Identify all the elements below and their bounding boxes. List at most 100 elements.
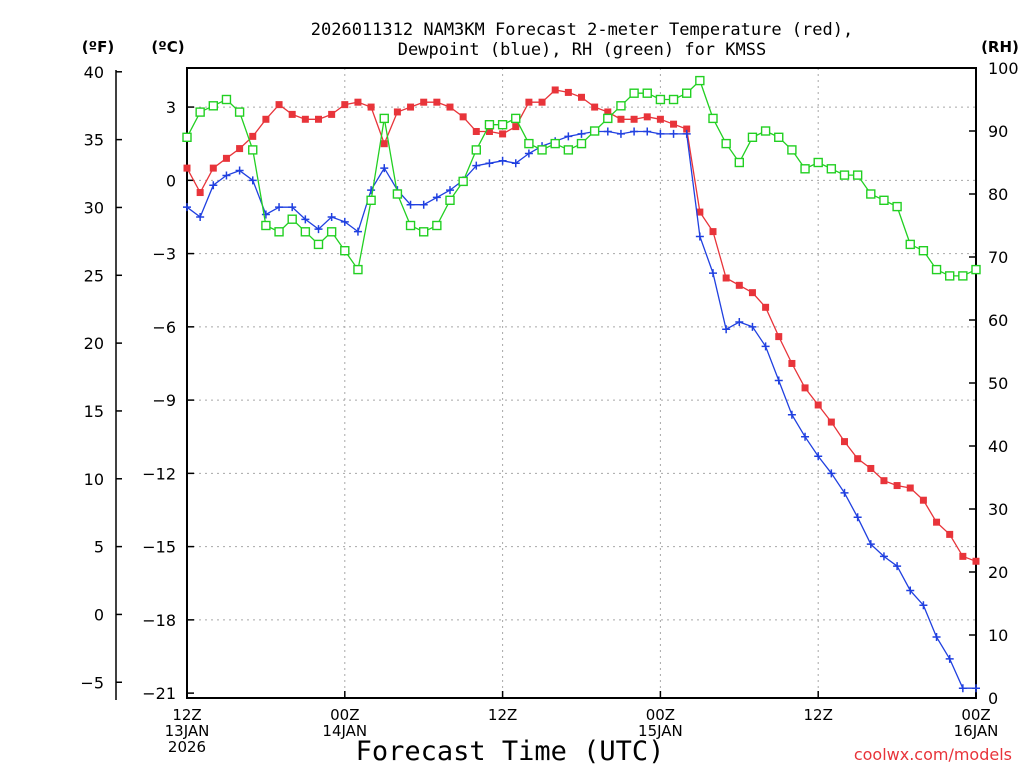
plot-frame <box>186 67 977 699</box>
data-point <box>195 107 205 117</box>
data-point <box>826 164 837 174</box>
data-point <box>301 115 309 123</box>
data-point <box>722 274 730 282</box>
time-tick-label: 12Z <box>804 706 833 724</box>
data-point <box>762 303 770 311</box>
series-temperature <box>183 86 980 565</box>
data-point <box>668 94 679 105</box>
data-point <box>578 93 585 101</box>
data-point <box>591 103 599 111</box>
data-point <box>722 325 731 334</box>
data-point <box>616 101 626 111</box>
data-point <box>407 103 415 111</box>
fahrenheit-tick-label: 0 <box>94 605 104 624</box>
data-point <box>446 103 454 111</box>
celsius-tick-label: −15 <box>142 538 176 557</box>
axes <box>115 67 977 700</box>
data-point <box>616 129 625 138</box>
rh-tick-label: 0 <box>988 689 998 708</box>
rh-tick-label: 90 <box>988 122 1008 141</box>
data-point <box>945 654 954 663</box>
data-point <box>432 193 441 202</box>
data-point <box>682 88 692 98</box>
data-point <box>972 557 980 565</box>
series-relative-humidity <box>182 75 981 281</box>
data-point <box>340 217 349 226</box>
data-point <box>906 586 915 595</box>
data-point <box>629 88 639 98</box>
data-point <box>563 145 574 155</box>
data-point <box>946 530 954 538</box>
celsius-tick-label: −6 <box>152 318 176 337</box>
rh-tick-label: 70 <box>988 248 1008 267</box>
data-point <box>234 107 245 117</box>
data-point <box>221 94 232 105</box>
data-point <box>603 127 612 136</box>
data-point <box>801 432 810 441</box>
data-point <box>446 186 454 195</box>
data-point <box>275 101 283 109</box>
time-tick-label: 00Z <box>646 706 675 724</box>
celsius-tick-label: −18 <box>142 611 176 630</box>
data-point <box>919 601 928 610</box>
data-point <box>958 271 968 281</box>
data-point <box>419 200 428 209</box>
data-point <box>696 208 704 216</box>
data-point <box>248 145 258 155</box>
data-point <box>314 225 323 234</box>
data-point <box>341 101 349 109</box>
data-point <box>735 281 743 289</box>
data-point <box>208 101 219 111</box>
data-point <box>880 477 888 485</box>
data-point <box>288 110 296 118</box>
data-point <box>458 176 468 187</box>
data-point <box>735 317 744 326</box>
data-point <box>709 269 717 278</box>
data-point <box>933 518 941 526</box>
tick-labels: 4035302520151050−530−3−6−9−12−15−18−2110… <box>80 59 1018 756</box>
data-point <box>326 227 337 237</box>
data-point <box>840 488 849 497</box>
data-point <box>524 149 533 158</box>
data-point <box>340 245 350 256</box>
data-point <box>420 98 428 106</box>
data-point <box>841 438 848 446</box>
data-point <box>445 195 455 206</box>
data-point <box>392 189 403 199</box>
data-point <box>354 98 362 106</box>
data-point <box>313 239 324 250</box>
data-point <box>274 227 284 237</box>
data-point <box>683 125 691 133</box>
data-point <box>196 212 205 221</box>
fahrenheit-unit-label: (ºF) <box>82 38 114 56</box>
data-point <box>524 138 534 149</box>
series-layer <box>182 75 981 693</box>
time-tick-label: 00Z <box>961 706 990 724</box>
time-tick-label: 12Z <box>172 706 201 724</box>
data-point <box>577 129 586 138</box>
data-point <box>656 115 664 123</box>
data-point <box>433 98 441 106</box>
data-point <box>196 189 204 197</box>
chart-title-line2: Dewpoint (blue), RH (green) for KMSS <box>398 40 766 60</box>
data-point <box>183 203 191 212</box>
series-dewpoint <box>183 127 980 693</box>
data-point <box>854 455 862 463</box>
data-point <box>682 129 691 138</box>
data-point <box>814 452 823 461</box>
data-point <box>498 156 507 165</box>
data-point <box>918 245 929 256</box>
fahrenheit-tick-label: 35 <box>84 131 104 150</box>
celsius-unit-label: (ºC) <box>151 38 184 56</box>
data-point <box>670 120 678 128</box>
data-point <box>353 264 363 275</box>
data-point <box>222 171 231 180</box>
celsius-tick-label: −21 <box>142 684 176 703</box>
data-point <box>405 220 416 231</box>
data-point <box>209 181 218 190</box>
data-point <box>709 228 717 236</box>
data-point <box>406 200 415 209</box>
time-tick-label: 13JAN <box>165 722 210 740</box>
data-point <box>485 127 493 135</box>
rh-tick-label: 40 <box>988 437 1008 456</box>
